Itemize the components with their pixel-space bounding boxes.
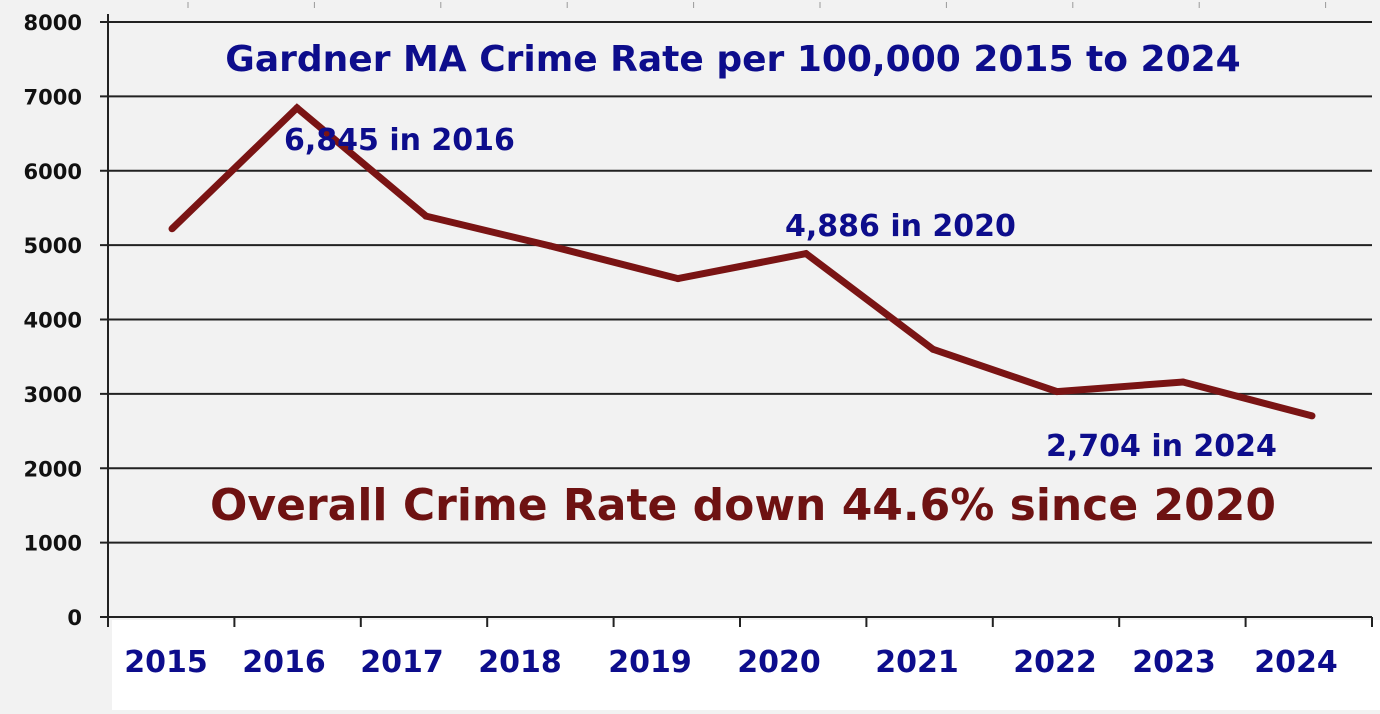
gridlines	[108, 21, 1372, 544]
data-point-2023	[1179, 378, 1187, 386]
y-tick-label: 6000	[24, 160, 82, 184]
series-layer	[168, 103, 1316, 420]
data-point-2020	[802, 250, 810, 258]
x-tick-label: 2015	[124, 645, 208, 680]
x-tick-label: 2019	[608, 645, 692, 680]
data-point-2015	[168, 225, 176, 233]
y-tick-label: 8000	[24, 11, 82, 35]
x-tick-label: 2021	[875, 645, 959, 680]
x-tick-label: 2016	[242, 645, 326, 680]
x-tick-label: 2023	[1132, 645, 1216, 680]
data-point-2016	[293, 104, 301, 112]
x-tick-label: 2020	[737, 645, 821, 680]
crime-rate-series-line	[169, 103, 1313, 420]
y-tick-label: 4000	[24, 309, 82, 333]
x-tick-label: 2018	[478, 645, 562, 680]
y-tick-label: 3000	[24, 383, 82, 407]
x-tick-label: 2022	[1013, 645, 1097, 680]
y-tick-label: 5000	[24, 234, 82, 258]
x-axis-band	[112, 620, 1380, 710]
axes	[100, 2, 1373, 627]
x-tick-label: 2017	[360, 645, 444, 680]
annotation-2020: 4,886 in 2020	[785, 209, 1016, 244]
data-point-2022	[1053, 388, 1061, 396]
y-tick-label: 0	[67, 606, 82, 630]
data-point-2021	[929, 345, 937, 353]
y-tick-labels: 0 1000 2000 3000 4000 5000 6000 7000 8000	[24, 11, 82, 630]
x-tick-labels: 2015 2016 2017 2018 2019 2020 2021 2022 2023 2024	[124, 645, 1338, 680]
y-tick-label: 1000	[24, 532, 82, 556]
headline-annotation: Overall Crime Rate down 44.6% since 2020	[210, 480, 1276, 531]
y-tick-label: 7000	[24, 85, 82, 109]
chart-title: Gardner MA Crime Rate per 100,000 2015 t…	[225, 39, 1240, 80]
y-tick-label: 2000	[24, 457, 82, 481]
data-point-2018	[546, 242, 554, 250]
data-point-2017	[422, 212, 430, 220]
x-tick-label: 2024	[1254, 645, 1338, 680]
data-point-2019	[674, 275, 682, 283]
data-point-2024	[1308, 412, 1316, 420]
annotation-peak-2016: 6,845 in 2016	[284, 123, 515, 158]
annotation-2024: 2,704 in 2024	[1046, 429, 1277, 464]
